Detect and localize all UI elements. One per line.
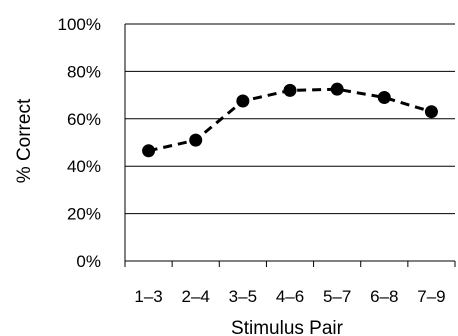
x-tick-label: 7–9 [417,287,445,306]
data-point [330,82,344,96]
x-tick-label: 1–3 [134,287,162,306]
x-tick-label: 6–8 [370,287,398,306]
data-point [189,133,203,147]
gridlines [125,23,455,215]
y-axis-label: % Correct [14,98,35,183]
x-tick-label: 2–4 [182,287,210,306]
x-tick-label: 3–5 [229,287,257,306]
data-point [142,144,156,158]
x-tick-label: 4–6 [276,287,304,306]
x-tick-label: 5–7 [323,287,351,306]
y-tick-labels: 0% 20% 40% 60% 80% 100% [58,15,101,271]
x-axis-label: Stimulus Pair [231,318,344,336]
data-point [424,105,438,119]
x-tick-labels: 1–3 2–4 3–5 4–6 5–7 6–8 7–9 [134,287,445,306]
y-tick-label: 80% [67,62,101,81]
y-tick-label: 60% [67,110,101,129]
y-tick-label: 20% [67,205,101,224]
data-point [236,94,250,108]
y-tick-label: 40% [67,157,101,176]
data-point [283,83,297,97]
data-series [142,82,438,158]
axes [124,24,456,267]
y-tick-label: 0% [76,252,101,271]
data-point [377,90,391,104]
y-tick-label: 100% [58,15,101,34]
